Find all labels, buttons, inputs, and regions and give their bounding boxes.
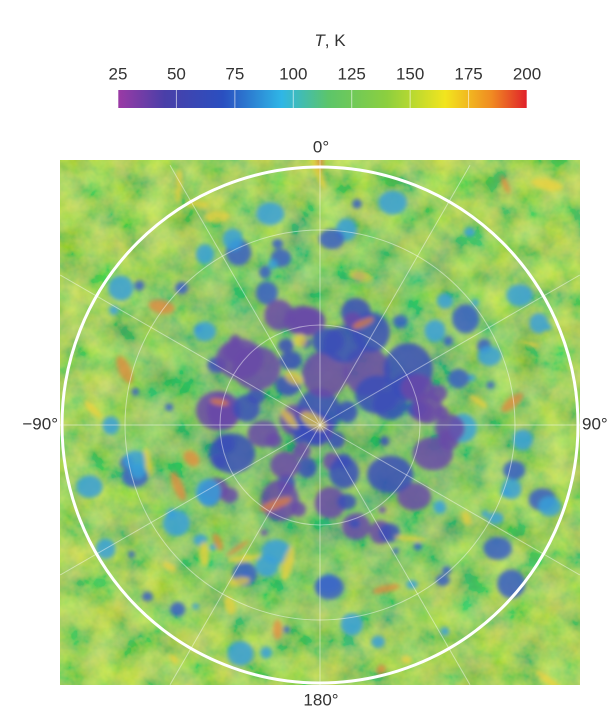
crater	[452, 304, 479, 333]
crater	[170, 602, 185, 617]
crater	[529, 313, 548, 334]
label-top: 0°	[313, 137, 329, 156]
crater	[319, 229, 345, 250]
colorbar-tick-label: 50	[167, 64, 186, 83]
crater	[483, 537, 512, 560]
crater	[132, 388, 140, 396]
colorbar-tick-label: 25	[109, 64, 128, 83]
crater	[268, 259, 278, 269]
crater	[472, 299, 479, 306]
temperature-map	[20, 125, 616, 722]
colorbar-tick-label: 125	[338, 64, 366, 83]
crater	[478, 346, 502, 366]
crater	[506, 284, 533, 306]
crater	[337, 494, 356, 510]
crater	[297, 457, 316, 477]
label-bottom: 180°	[303, 690, 338, 709]
crater	[270, 451, 299, 478]
crater	[256, 202, 284, 225]
crater	[76, 475, 103, 498]
colorbar	[118, 90, 527, 108]
colorbar-tick-label: 100	[279, 64, 307, 83]
warm-slope	[273, 620, 283, 640]
crater	[134, 280, 144, 290]
crater	[209, 433, 255, 473]
colorbar-tick-label: 175	[454, 64, 482, 83]
crater	[142, 592, 153, 602]
crater	[444, 336, 453, 346]
crater	[108, 275, 133, 300]
crater	[233, 395, 260, 422]
crater	[272, 239, 283, 249]
crater	[487, 382, 495, 389]
crater	[448, 369, 470, 388]
label-left: −90°	[22, 414, 58, 433]
crater	[196, 244, 214, 264]
crater	[430, 385, 448, 402]
crater	[464, 227, 475, 237]
crater	[414, 543, 422, 551]
label-right: 90°	[582, 414, 608, 433]
crater	[216, 339, 263, 380]
crater	[538, 496, 561, 516]
crater	[434, 500, 446, 513]
crater	[266, 433, 282, 448]
colorbar-label: T, K	[314, 31, 346, 50]
crater	[278, 339, 294, 353]
crater	[371, 636, 385, 648]
colorbar-tick-label: 150	[396, 64, 424, 83]
crater	[424, 320, 445, 342]
colorbar-tick-label: 75	[225, 64, 244, 83]
crater	[503, 461, 525, 480]
crater	[128, 551, 135, 557]
crater	[227, 641, 253, 666]
crater	[337, 401, 358, 422]
crater	[378, 190, 407, 214]
crater	[165, 403, 173, 411]
figure: T, K 255075100125150175200 0° 180° −90° …	[0, 0, 616, 722]
crater	[291, 502, 306, 517]
crater	[264, 300, 293, 331]
crater	[352, 199, 362, 209]
crater	[193, 322, 216, 341]
crater	[393, 315, 408, 328]
crater	[261, 530, 268, 536]
crater	[196, 479, 221, 506]
colorbar-unit: , K	[325, 31, 346, 50]
crater	[221, 487, 238, 503]
crater	[329, 457, 359, 489]
crater	[260, 647, 272, 659]
crater	[283, 626, 290, 633]
crater	[379, 507, 387, 513]
crater	[513, 429, 533, 450]
crater	[437, 293, 453, 309]
crater	[440, 627, 449, 636]
colorbar-tick-label: 200	[513, 64, 541, 83]
crater	[482, 510, 489, 517]
crater	[355, 375, 399, 414]
crater	[192, 603, 199, 609]
crater	[109, 305, 119, 315]
crater	[167, 509, 177, 519]
crater	[497, 569, 525, 598]
crater	[314, 575, 344, 600]
crater	[380, 436, 390, 446]
